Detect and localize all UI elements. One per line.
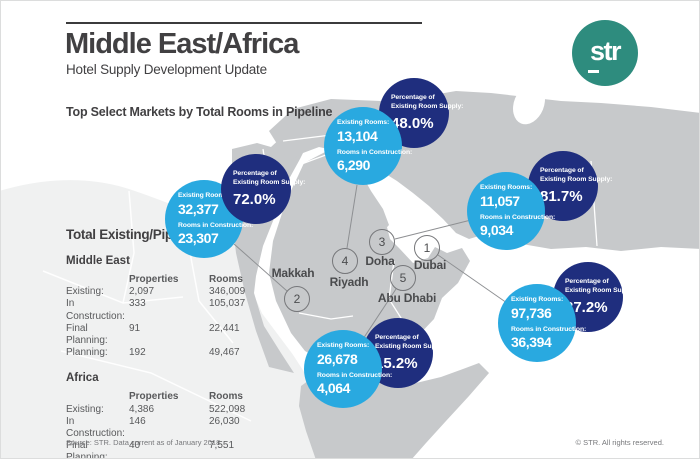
col-properties: Properties	[129, 391, 179, 403]
pct-value: 15.2%	[375, 354, 418, 372]
pct-value: 81.7%	[540, 187, 583, 205]
existing-rooms-value: 13,104	[337, 127, 378, 144]
callout-connector-lines	[233, 184, 508, 340]
construction-rooms-value: 36,394	[511, 334, 552, 351]
page-title: Middle East/Africa	[65, 28, 299, 60]
map-africa-light	[1, 178, 336, 458]
map-marker-riyadh: 4	[332, 248, 358, 274]
copyright-note: © STR. All rights reserved.	[575, 438, 664, 447]
rooms-circle-dubai: Existing Rooms: 97,736 Rooms in Construc…	[498, 284, 586, 362]
totals-table: Total Existing/Pipeline Middle East Prop…	[66, 227, 306, 459]
table-row: Final Planning: 40 7,551	[66, 440, 235, 459]
page-subtitle: Hotel Supply Development Update	[66, 62, 267, 77]
column-header-row: Properties Rooms	[66, 391, 306, 403]
rooms-circle-riyadh: Existing Rooms: 13,104 Rooms in Construc…	[324, 107, 412, 185]
rooms-circle-abu-dhabi: Existing Rooms: 26,678 Rooms in Construc…	[304, 330, 392, 408]
pct-circle-makkah: Percentage of Existing Room Supply: 72.0…	[221, 154, 305, 224]
existing-rooms-value: 97,736	[511, 304, 552, 321]
map-marker-doha: 3	[369, 229, 395, 255]
col-properties: Properties	[129, 274, 179, 285]
city-label-doha: Doha	[365, 254, 395, 268]
pct-circle-doha: Percentage of Existing Room Supply: 81.7…	[528, 151, 612, 221]
col-rooms: Rooms	[209, 391, 243, 403]
pct-value: 72.0%	[233, 190, 276, 208]
city-label-abu-dhabi: Abu Dhabi	[377, 291, 437, 305]
str-logo-underline-mark	[588, 70, 599, 73]
table-row: Existing: 4,386 522,098	[66, 403, 246, 415]
totals-region-africa: Africa Properties Rooms Existing: 4,386 52…	[66, 372, 306, 459]
totals-region-middle-east: Middle East Properties Rooms Existing: 2,…	[66, 255, 306, 359]
map-caspian-sea	[513, 83, 545, 125]
table-row: In Construction: 333 105,037	[66, 298, 246, 322]
pct-value: 37.2%	[565, 298, 608, 316]
table-row: In Construction: 146 26,030	[66, 415, 240, 440]
rooms-circle-doha: Existing Rooms: 11,057 Rooms in Construc…	[467, 172, 555, 250]
map-marker-dubai: 1	[414, 235, 440, 261]
construction-rooms-value: 6,290	[337, 157, 371, 174]
city-label-riyadh: Riyadh	[329, 275, 369, 289]
city-label-makkah: Makkah	[271, 266, 315, 280]
existing-rooms-value: 26,678	[317, 350, 358, 367]
header-rule	[66, 22, 422, 24]
construction-rooms-value: 23,307	[178, 230, 219, 247]
str-logo: str	[572, 20, 638, 86]
map-marker-abu-dhabi: 5	[390, 265, 416, 291]
section-label: Top Select Markets by Total Rooms in Pip…	[66, 105, 333, 119]
pct-value: 48.0%	[391, 114, 434, 132]
table-row: Final Planning: 91 22,441	[66, 322, 240, 347]
map-arabian-peninsula	[269, 147, 470, 359]
str-logo-text: str	[589, 35, 622, 66]
construction-rooms-value: 9,034	[480, 222, 514, 239]
existing-rooms-value: 32,377	[178, 200, 219, 217]
city-label-dubai: Dubai	[413, 258, 447, 272]
map-marker-makkah: 2	[284, 286, 310, 312]
column-header-row: Properties Rooms	[66, 274, 306, 286]
rooms-circle-makkah: Existing Rooms: 32,377 Rooms in Construc…	[165, 180, 253, 258]
existing-rooms-value: 11,057	[480, 192, 520, 209]
source-note: Source: STR. Data current as of January …	[66, 438, 223, 447]
construction-rooms-value: 4,064	[317, 380, 351, 397]
table-row: Planning: 192 49,467	[66, 347, 240, 359]
col-rooms: Rooms	[209, 274, 243, 285]
table-row: Existing: 2,097 346,009	[66, 286, 246, 298]
